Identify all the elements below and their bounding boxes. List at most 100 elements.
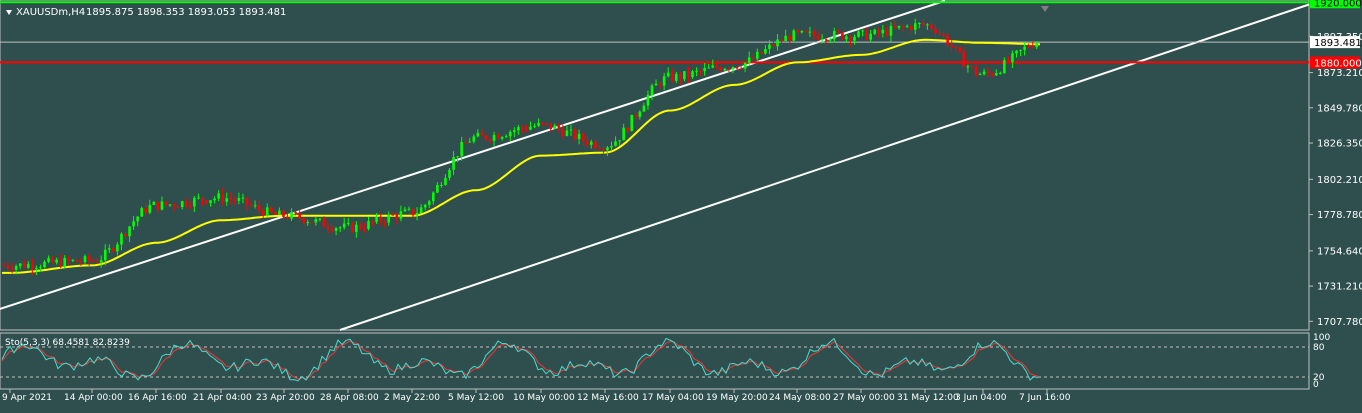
candle bbox=[423, 203, 427, 211]
ohlc-values: 1895.875 1898.353 1893.053 1893.481 bbox=[86, 7, 286, 18]
price-tick-label: 1778.780 bbox=[1317, 210, 1362, 221]
ma-path bbox=[2, 38, 1040, 274]
candle-body bbox=[448, 169, 451, 178]
time-tick-label: 14 Apr 00:00 bbox=[64, 393, 123, 403]
candle-body bbox=[634, 114, 638, 117]
candle bbox=[55, 257, 58, 265]
candle bbox=[832, 27, 836, 43]
candle-body bbox=[359, 224, 362, 229]
candle bbox=[298, 207, 301, 222]
candle-body bbox=[229, 198, 233, 200]
shift-marker-icon[interactable] bbox=[1041, 6, 1049, 12]
candle-body bbox=[784, 35, 787, 41]
candle bbox=[6, 262, 10, 272]
candle-body bbox=[67, 257, 71, 261]
dropdown-triangle-icon[interactable] bbox=[6, 10, 12, 15]
time-tick-label: 9 Apr 2021 bbox=[2, 393, 52, 403]
stoch-tick-label: 80 bbox=[1313, 343, 1325, 353]
candle bbox=[306, 219, 310, 226]
candle bbox=[63, 255, 67, 269]
candle bbox=[375, 212, 378, 224]
channel-lines[interactable] bbox=[0, 0, 1310, 331]
candle bbox=[1027, 43, 1030, 49]
candle-body bbox=[614, 141, 617, 146]
candle-body bbox=[452, 157, 455, 170]
candle bbox=[861, 29, 864, 37]
candle bbox=[776, 34, 779, 51]
candle bbox=[1031, 41, 1034, 49]
channel-upper-line[interactable] bbox=[0, 0, 946, 310]
candle bbox=[707, 64, 710, 69]
candle bbox=[148, 199, 152, 215]
candle-body bbox=[1023, 46, 1026, 50]
price-tick-label: 1873.210 bbox=[1317, 68, 1362, 79]
price-tick-label: 1802.210 bbox=[1317, 175, 1362, 186]
candle-body bbox=[630, 114, 634, 132]
candle bbox=[338, 225, 342, 233]
main-panel-frame bbox=[0, 0, 1310, 331]
candle-body bbox=[792, 30, 796, 41]
candle bbox=[233, 196, 237, 206]
candle-body bbox=[237, 198, 241, 201]
candle bbox=[47, 255, 50, 264]
candle bbox=[816, 31, 820, 41]
candle bbox=[622, 123, 625, 141]
candle bbox=[934, 24, 937, 39]
time-tick-label: 24 May 08:00 bbox=[769, 393, 831, 403]
candle-body bbox=[294, 211, 297, 214]
candle bbox=[128, 225, 131, 243]
candle bbox=[865, 27, 868, 41]
candle bbox=[662, 72, 666, 91]
candle-body bbox=[1007, 60, 1010, 63]
candle-body bbox=[553, 125, 557, 130]
candle bbox=[322, 216, 326, 228]
candle-body bbox=[897, 25, 901, 28]
candle-body bbox=[772, 44, 775, 47]
candle-body bbox=[768, 44, 771, 49]
candle-body bbox=[472, 136, 476, 142]
price-label-box bbox=[1310, 0, 1360, 9]
candle bbox=[954, 46, 958, 53]
candle bbox=[83, 254, 87, 265]
candle bbox=[820, 34, 824, 44]
price-tick-label: 1707.780 bbox=[1317, 317, 1362, 328]
candle bbox=[500, 136, 504, 141]
time-tick-label: 31 May 12:00 bbox=[897, 393, 959, 403]
candle-body bbox=[521, 127, 524, 129]
candle-body bbox=[148, 204, 152, 213]
candle-body bbox=[954, 46, 958, 48]
candle bbox=[796, 28, 800, 37]
candle-body bbox=[233, 199, 237, 201]
candle bbox=[440, 182, 443, 188]
candle bbox=[152, 200, 156, 206]
candle-body bbox=[861, 30, 864, 32]
candle-body bbox=[403, 209, 407, 212]
candle bbox=[517, 124, 520, 135]
candle-body bbox=[47, 258, 50, 262]
candle-body bbox=[747, 57, 751, 63]
candle-body bbox=[31, 264, 34, 270]
candle bbox=[427, 199, 431, 208]
channel-lower-line[interactable] bbox=[339, 3, 1310, 331]
candle bbox=[136, 215, 139, 227]
candle-body bbox=[962, 51, 966, 67]
horizontal-levels[interactable] bbox=[0, 1, 1309, 64]
candle-body bbox=[132, 221, 135, 227]
candle-body bbox=[626, 127, 629, 132]
candle-body bbox=[990, 73, 994, 76]
candle bbox=[589, 139, 593, 149]
candle-body bbox=[476, 132, 480, 137]
candle-body bbox=[112, 248, 115, 252]
candle bbox=[79, 257, 83, 266]
candle-body bbox=[1015, 50, 1018, 54]
candle-body bbox=[889, 26, 893, 36]
candle bbox=[573, 127, 577, 142]
candle-body bbox=[780, 39, 783, 41]
candle-body bbox=[51, 258, 54, 263]
candle bbox=[691, 70, 694, 80]
price-label-resistance: 1920.000 bbox=[1310, 0, 1362, 9]
candle bbox=[768, 40, 771, 55]
candle-body bbox=[598, 148, 601, 150]
